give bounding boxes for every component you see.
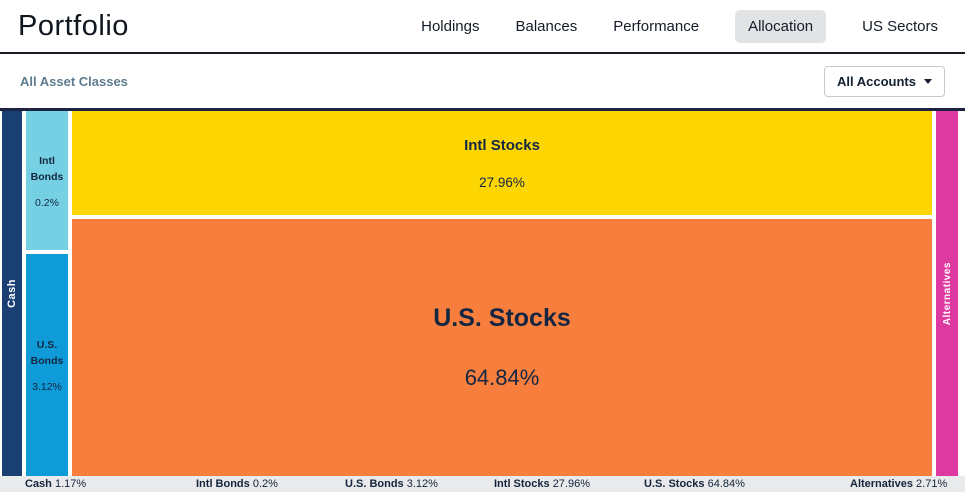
legend-item-us-stocks: U.S. Stocks 64.84%	[644, 476, 745, 492]
segment-value-intl-stocks: 27.96%	[479, 174, 525, 190]
legend-item-value: 27.96%	[552, 478, 590, 490]
chevron-down-icon	[924, 78, 932, 84]
legend-item-intl-stocks: Intl Stocks 27.96%	[494, 476, 590, 492]
nav-tab-performance[interactable]: Performance	[613, 17, 700, 35]
nav-tab-us-sectors[interactable]: US Sectors	[862, 17, 938, 35]
treemap-segment-alternatives[interactable]: Alternatives	[936, 111, 958, 476]
treemap-segment-cash[interactable]: Cash	[2, 111, 22, 476]
segment-value-us-stocks: 64.84%	[464, 365, 540, 390]
legend-item-name: Alternatives	[850, 478, 913, 490]
treemap-segment-intl-bonds[interactable]: Intl Bonds 0.2%	[26, 111, 68, 250]
segment-value-intl-bonds: 0.2%	[35, 196, 59, 209]
legend-item-name: Intl Stocks	[494, 478, 550, 490]
legend-item-name: U.S. Bonds	[345, 478, 404, 490]
bottom-spacer	[0, 492, 965, 501]
segment-label-intl-stocks: Intl Stocks	[464, 136, 540, 154]
legend-item-value: 1.17%	[54, 478, 87, 490]
segment-label-us-bonds-2: Bonds	[30, 355, 64, 367]
legend-item-value: 3.12%	[406, 478, 438, 490]
page-title: Portfolio	[18, 9, 129, 42]
legend-item-value: 0.2%	[252, 478, 278, 490]
segment-label-intl-bonds: Intl	[39, 154, 55, 167]
allocation-treemap: Cash Intl Bonds 0.2% U.S. Bonds 3.12% In…	[0, 108, 965, 476]
nav-tab-allocation[interactable]: Allocation	[735, 9, 827, 43]
nav-tab-balances[interactable]: Balances	[515, 17, 578, 35]
legend-item-value: 64.84%	[707, 478, 745, 490]
app-header: Portfolio Holdings Balances Performance …	[0, 0, 965, 54]
legend-item-us-bonds: U.S. Bonds 3.12%	[345, 476, 438, 492]
legend-bar: Cash 1.17% Intl Bonds 0.2% U.S. Bonds 3.…	[0, 476, 965, 492]
treemap-segment-us-bonds[interactable]: U.S. Bonds 3.12%	[26, 254, 68, 476]
nav-tab-holdings[interactable]: Holdings	[421, 17, 480, 35]
segment-label-us-stocks: U.S. Stocks	[433, 304, 571, 332]
segment-label-cash: Cash	[6, 279, 18, 308]
segment-label-us-bonds: U.S.	[36, 339, 58, 351]
legend-item-alternatives: Alternatives 2.71%	[850, 476, 947, 492]
accounts-dropdown-label: All Accounts	[837, 73, 916, 89]
legend-item-intl-bonds: Intl Bonds 0.2%	[196, 476, 278, 492]
segment-value-us-bonds: 3.12%	[32, 381, 62, 393]
treemap-segment-us-stocks[interactable]: U.S. Stocks 64.84%	[72, 219, 932, 476]
asset-filter-breadcrumb: All Asset Classes	[20, 73, 128, 89]
legend-item-cash: Cash 1.17%	[25, 476, 86, 492]
legend-item-name: Intl Bonds	[196, 478, 250, 490]
portfolio-nav: Holdings Balances Performance Allocation…	[421, 9, 965, 43]
treemap-segment-intl-stocks[interactable]: Intl Stocks 27.96%	[72, 111, 932, 215]
legend-item-name: U.S. Stocks	[644, 478, 705, 490]
accounts-dropdown-button[interactable]: All Accounts	[824, 65, 945, 97]
segment-label-intl-bonds-2: Bonds	[30, 170, 64, 183]
chart-top-border	[0, 108, 965, 111]
legend-item-name: Cash	[25, 478, 52, 490]
subheader: All Asset Classes All Accounts	[0, 54, 965, 108]
legend-item-value: 2.71%	[916, 478, 948, 490]
segment-label-alternatives: Alternatives	[941, 261, 953, 326]
